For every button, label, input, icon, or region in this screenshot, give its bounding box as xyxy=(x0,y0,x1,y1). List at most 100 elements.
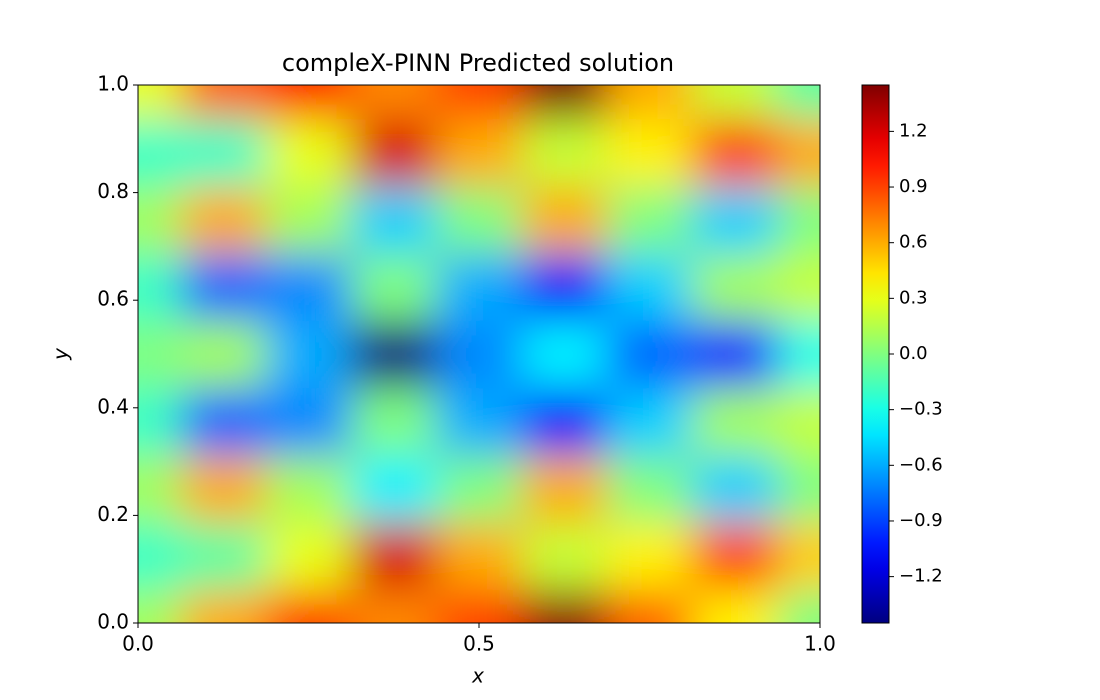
heat-cell xyxy=(436,589,523,623)
heat-cell xyxy=(138,589,182,623)
heat-cell xyxy=(138,118,182,187)
heat-cell xyxy=(265,320,352,389)
heat-cell xyxy=(180,454,267,523)
heat-cell xyxy=(351,522,437,590)
heat-cell xyxy=(692,253,778,321)
heat-cell xyxy=(180,253,267,321)
colorbar-tick-label: 0.6 xyxy=(899,232,928,253)
y-tick-label: 0.2 xyxy=(97,502,129,526)
heat-cell xyxy=(692,454,778,523)
x-tick-label: 0.5 xyxy=(463,632,495,656)
heat-cell xyxy=(180,118,267,187)
heat-cell xyxy=(265,118,352,187)
heat-cell xyxy=(180,185,267,254)
heat-cell xyxy=(138,253,182,321)
heat-cell xyxy=(521,118,608,187)
heat-cell xyxy=(692,185,778,254)
heat-cell xyxy=(606,454,693,523)
heat-cell xyxy=(436,185,523,254)
colorbar-tick-label: 0.9 xyxy=(899,176,928,197)
heat-cell xyxy=(606,320,693,389)
heat-cell xyxy=(265,85,352,120)
x-axis-label: x xyxy=(471,664,484,688)
heat-cell xyxy=(521,320,608,389)
y-tick-label: 0.4 xyxy=(97,394,129,418)
x-tick-label: 1.0 xyxy=(804,632,836,656)
heat-cell xyxy=(606,118,693,187)
heat-cell xyxy=(777,85,820,120)
y-axis-label: y xyxy=(49,347,73,361)
y-tick-label: 0.8 xyxy=(97,179,129,203)
heat-cell xyxy=(521,253,608,321)
heat-cell xyxy=(265,522,352,590)
heat-cell xyxy=(265,185,352,254)
heat-cell xyxy=(180,320,267,389)
heat-cell xyxy=(265,589,352,623)
heat-cell xyxy=(692,118,778,187)
heat-cell xyxy=(180,85,267,120)
heat-cell xyxy=(777,118,820,187)
heat-cell xyxy=(351,387,437,456)
heat-cell xyxy=(692,85,778,120)
heatmap-cells xyxy=(138,85,820,623)
heat-cell xyxy=(265,387,352,456)
y-tick-label: 0.0 xyxy=(97,610,129,634)
heat-cell xyxy=(436,522,523,590)
heat-cell xyxy=(436,85,523,120)
heat-cell xyxy=(692,320,778,389)
heat-cell xyxy=(138,522,182,590)
heat-cell xyxy=(436,387,523,456)
heat-cell xyxy=(777,320,820,389)
heatmap xyxy=(138,85,820,623)
heat-cell xyxy=(777,522,820,590)
heat-cell xyxy=(777,253,820,321)
heat-cell xyxy=(692,387,778,456)
heat-cell xyxy=(351,118,437,187)
heat-cell xyxy=(351,589,437,623)
heat-cell xyxy=(265,253,352,321)
heat-cell xyxy=(606,522,693,590)
heat-cell xyxy=(521,454,608,523)
heat-cell xyxy=(138,185,182,254)
heat-cell xyxy=(138,320,182,389)
heat-cell xyxy=(692,522,778,590)
heat-cell xyxy=(138,454,182,523)
heat-cell xyxy=(351,320,437,389)
heat-cell xyxy=(351,253,437,321)
y-tick-label: 0.6 xyxy=(97,287,129,311)
colorbar-tick-label: 0.0 xyxy=(899,343,928,364)
heat-cell xyxy=(521,85,608,120)
heat-cell xyxy=(692,589,778,623)
heat-cell xyxy=(180,522,267,590)
x-tick-label: 0.0 xyxy=(122,632,154,656)
colorbar-tick-label: −0.3 xyxy=(899,399,943,420)
heat-cell xyxy=(180,387,267,456)
heat-cell xyxy=(606,253,693,321)
colorbar-tick-label: 0.3 xyxy=(899,287,928,308)
heat-cell xyxy=(777,454,820,523)
heat-cell xyxy=(606,387,693,456)
heat-cell xyxy=(521,387,608,456)
heat-cell xyxy=(351,454,437,523)
colorbar-tick-label: −0.6 xyxy=(899,454,943,475)
heat-cell xyxy=(138,387,182,456)
heat-cell xyxy=(521,589,608,623)
heat-cell xyxy=(436,253,523,321)
heat-cell xyxy=(777,589,820,623)
colorbar-tick-label: −0.9 xyxy=(899,510,943,531)
heat-cell xyxy=(777,387,820,456)
heat-cell xyxy=(436,454,523,523)
heat-cell xyxy=(351,85,437,120)
heat-cell xyxy=(436,118,523,187)
heat-cell xyxy=(436,320,523,389)
heat-cell xyxy=(777,185,820,254)
y-tick-label: 1.0 xyxy=(97,72,129,96)
heat-cell xyxy=(265,454,352,523)
heat-cell xyxy=(521,185,608,254)
heat-cell xyxy=(351,185,437,254)
heat-cell xyxy=(606,589,693,623)
heat-cell xyxy=(180,589,267,623)
colorbar xyxy=(861,84,890,624)
colorbar-tick-label: 1.2 xyxy=(899,120,928,141)
